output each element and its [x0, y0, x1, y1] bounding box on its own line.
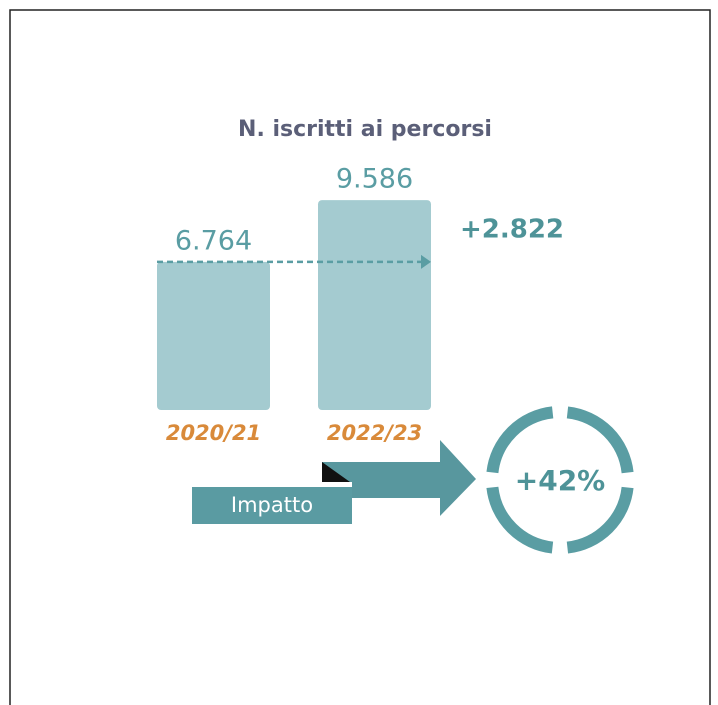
chart-title: N. iscritti ai percorsi	[238, 117, 492, 142]
percent-label: +42%	[515, 464, 605, 497]
bar	[318, 200, 431, 410]
impact-arrow	[322, 440, 476, 516]
value-label: 9.586	[336, 164, 413, 195]
arrow-head	[421, 254, 431, 269]
impact-label: Impatto	[231, 493, 313, 517]
bar	[157, 261, 270, 410]
impact-box	[192, 487, 352, 524]
arrow-fold	[322, 462, 350, 482]
difference-label: +2.822	[460, 215, 564, 245]
category-label: 2020/21	[166, 421, 261, 445]
category-label: 2022/23	[327, 421, 422, 445]
value-label: 6.764	[175, 225, 252, 256]
frame	[9, 9, 711, 705]
